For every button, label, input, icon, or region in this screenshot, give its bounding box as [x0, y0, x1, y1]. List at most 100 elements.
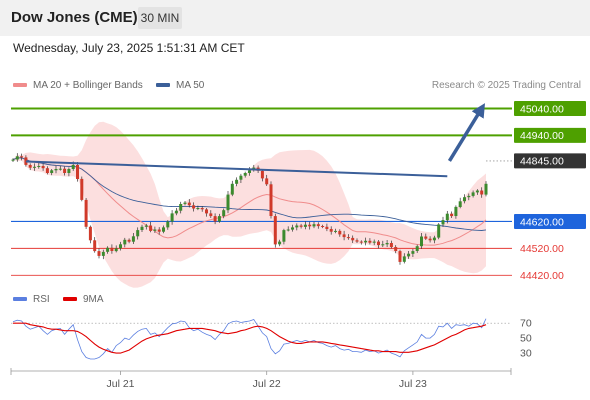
level-label: 45040.00 — [520, 103, 564, 115]
candle — [321, 226, 325, 227]
candle — [144, 225, 148, 227]
candle — [480, 190, 484, 195]
candle — [355, 240, 359, 242]
legend-ma9-label: 9MA — [83, 294, 104, 305]
candle — [123, 239, 127, 245]
candle — [41, 166, 45, 169]
candle — [153, 229, 157, 231]
instrument-title: Dow Jones (CME) — [11, 9, 138, 26]
candle — [316, 224, 320, 227]
candle — [342, 234, 346, 238]
candle — [359, 241, 363, 243]
candle — [471, 192, 475, 196]
candle — [183, 202, 187, 204]
candle — [222, 210, 226, 217]
ma50-swatch — [156, 83, 170, 88]
research-credit: Research © 2025 Trading Central — [431, 80, 581, 91]
candle — [407, 253, 411, 257]
bollinger-band — [13, 121, 486, 288]
candle — [445, 213, 449, 221]
ma50-line — [12, 157, 487, 231]
candle — [329, 229, 333, 232]
candle — [248, 170, 251, 173]
candle — [24, 157, 28, 165]
candle — [192, 205, 196, 209]
candle — [213, 216, 217, 222]
candle — [303, 224, 307, 227]
candle — [346, 237, 350, 239]
candle — [299, 225, 303, 227]
candle — [368, 240, 372, 243]
candle — [209, 213, 213, 217]
level-label: 44520.00 — [520, 243, 564, 255]
legend-rsi-label: RSI — [33, 294, 50, 305]
candle — [484, 183, 488, 195]
candle — [131, 236, 135, 242]
candle — [88, 226, 92, 241]
candle — [256, 167, 260, 171]
candle — [45, 168, 49, 173]
rsi-tick-label: 70 — [520, 318, 532, 330]
candle — [226, 194, 230, 211]
candle — [411, 251, 415, 254]
candle — [325, 226, 329, 229]
candle — [291, 227, 294, 230]
candle — [278, 241, 282, 245]
candle — [282, 230, 286, 242]
candle — [217, 216, 221, 222]
candle — [415, 246, 419, 251]
candle — [162, 227, 165, 232]
candle — [475, 190, 479, 193]
candle — [252, 167, 256, 171]
rsi-ma9-line — [13, 322, 487, 354]
candle — [63, 168, 67, 173]
candle — [420, 236, 423, 247]
level-label: 44620.00 — [520, 216, 564, 228]
candle — [295, 225, 299, 228]
candle — [37, 166, 41, 167]
candle — [28, 165, 32, 168]
candle — [71, 165, 75, 169]
candle — [114, 248, 118, 252]
legend-rsi: RSI — [13, 294, 50, 305]
candle — [437, 224, 441, 238]
x-tick-label: Jul 23 — [399, 378, 427, 390]
legend-ma20-label: MA 20 + Bollinger Bands — [33, 80, 143, 91]
candle — [441, 220, 445, 225]
candle — [15, 156, 19, 160]
candle — [389, 243, 393, 247]
candle — [205, 209, 208, 214]
candle — [179, 204, 183, 211]
candle — [351, 237, 355, 241]
level-label-box — [514, 127, 586, 143]
rsi-line — [12, 318, 487, 360]
candle — [312, 224, 316, 227]
level-label-box — [514, 100, 586, 116]
rsi-tick-label: 30 — [520, 348, 532, 360]
candle — [338, 230, 342, 235]
candle — [235, 179, 239, 184]
timeframe-button[interactable]: 30 MIN — [138, 7, 182, 29]
candle — [140, 226, 144, 230]
candle — [76, 165, 79, 179]
candle — [230, 183, 234, 195]
candle — [54, 169, 58, 171]
candle — [450, 213, 454, 217]
legend-ma50: MA 50 — [156, 80, 204, 91]
x-tick-label: Jul 22 — [253, 378, 281, 390]
candle — [372, 241, 376, 243]
level-label-box — [514, 153, 586, 169]
candle — [110, 247, 114, 251]
candle — [106, 247, 110, 252]
candle — [402, 256, 406, 262]
candle — [308, 224, 312, 227]
candle — [101, 251, 105, 256]
candle — [58, 168, 62, 170]
projection-arrow — [447, 103, 485, 162]
level-label: 44420.00 — [520, 270, 564, 282]
level-label-box — [514, 213, 586, 229]
level-label: 44940.00 — [520, 130, 564, 142]
trendline — [25, 160, 448, 178]
candle — [20, 156, 24, 158]
